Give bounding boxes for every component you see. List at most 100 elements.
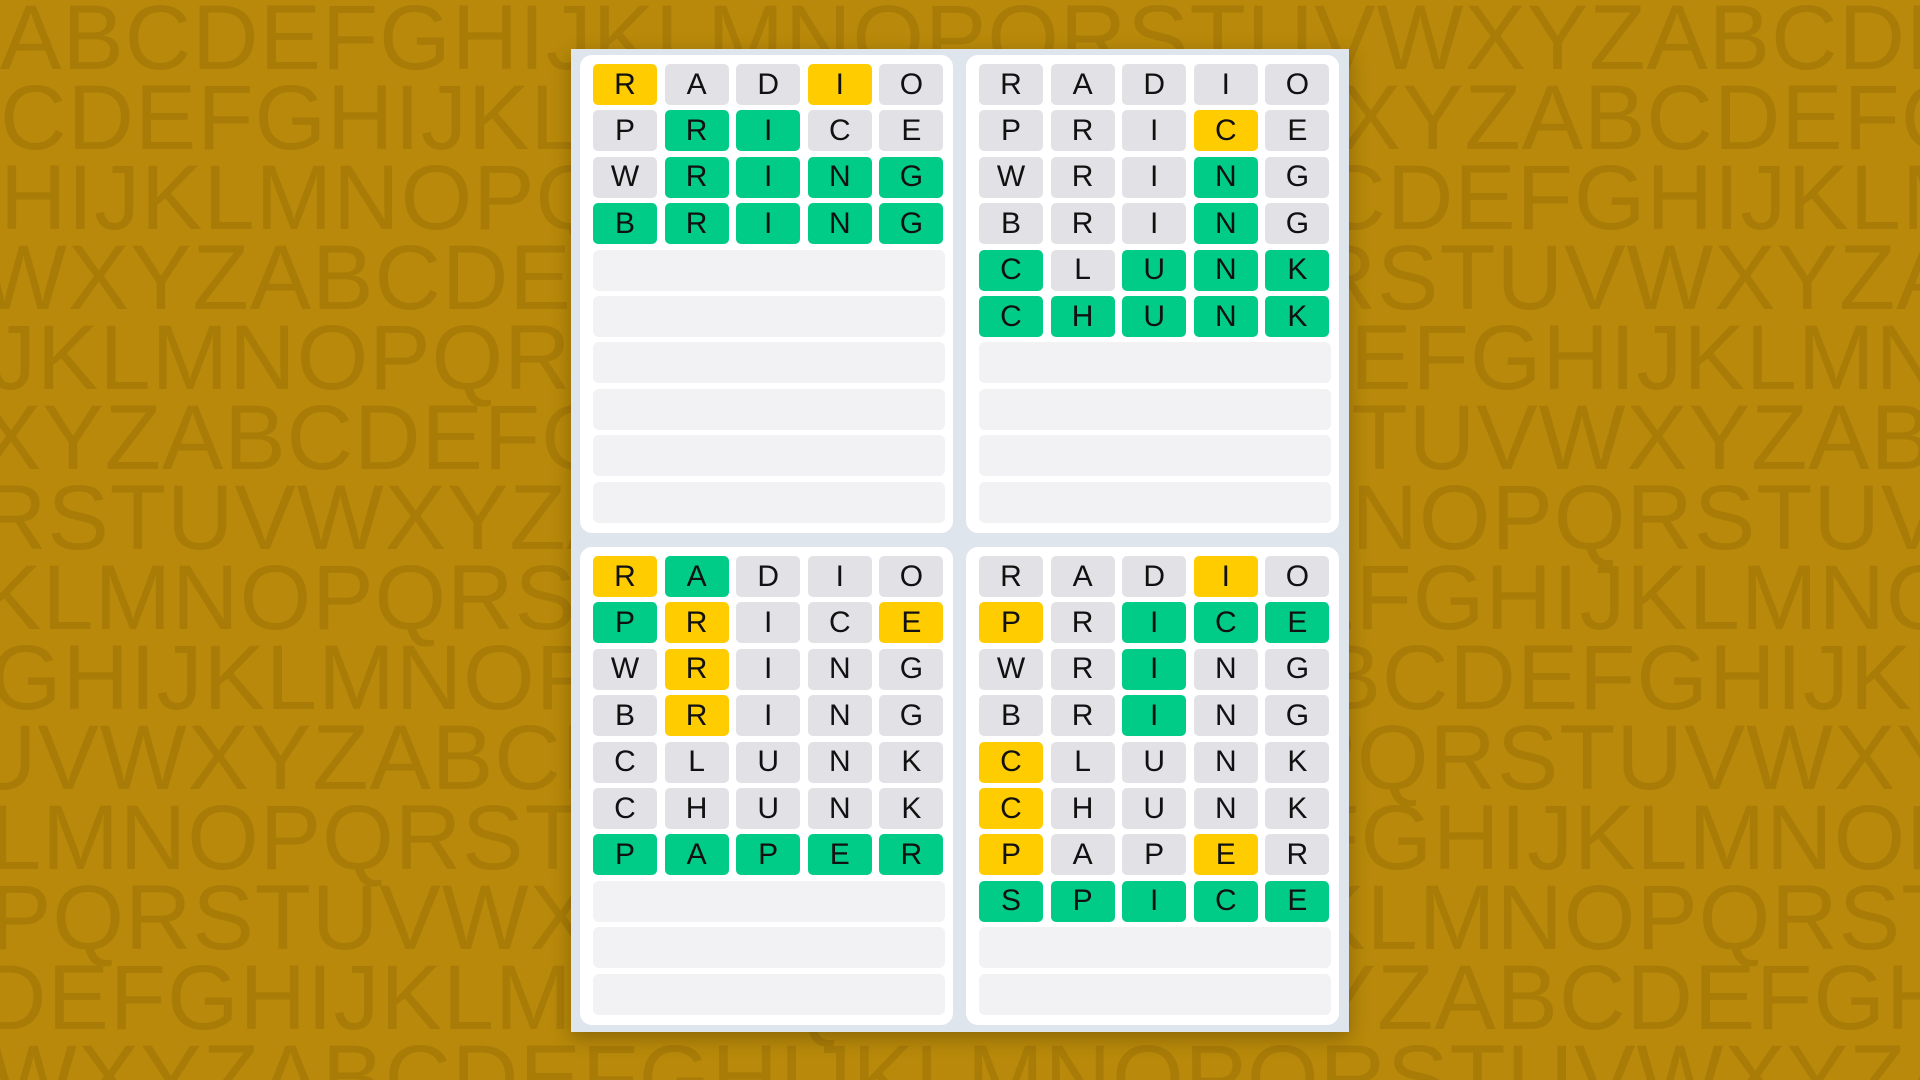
tile-absent: C (593, 741, 657, 783)
tile-absent: P (979, 110, 1043, 152)
tile-correct: U (1122, 296, 1187, 337)
tile-absent: C (807, 602, 872, 644)
tile-correct: G (879, 203, 944, 245)
tile-absent: L (1050, 741, 1115, 783)
tile-absent: R (1050, 110, 1115, 152)
tile-absent: N (1193, 788, 1258, 829)
tile-present: R (593, 64, 657, 105)
empty-row (593, 481, 945, 523)
tile-correct: R (879, 834, 944, 876)
tile-absent: O (879, 64, 944, 105)
tile-correct: N (807, 156, 872, 198)
tile-present: E (1193, 834, 1258, 876)
tile-absent: R (1050, 695, 1115, 737)
tile-present: R (664, 648, 729, 690)
tile-absent: N (807, 695, 872, 737)
tile-absent: A (1050, 64, 1115, 105)
tile-absent: R (1050, 602, 1115, 644)
tile-correct: I (1122, 695, 1187, 737)
tile-absent: C (807, 110, 872, 152)
tile-correct: I (1122, 880, 1187, 922)
tile-absent: W (593, 156, 657, 198)
tile-correct: I (1122, 602, 1187, 644)
tile-present: C (979, 741, 1043, 783)
tile-absent: L (664, 741, 729, 783)
tile-absent: B (979, 695, 1043, 737)
tile-absent: R (1050, 156, 1115, 198)
tile-absent: R (979, 64, 1043, 105)
tile-correct: P (593, 834, 657, 876)
tile-present: P (979, 834, 1043, 876)
tile-correct: N (1193, 156, 1258, 198)
tile-correct: E (807, 834, 872, 876)
tile-absent: U (736, 788, 801, 829)
tile-absent: O (879, 556, 944, 597)
tile-present: I (1193, 556, 1258, 597)
tile-absent: B (593, 695, 657, 737)
tile-present: R (664, 695, 729, 737)
tile-absent: I (736, 648, 801, 690)
empty-row (979, 388, 1331, 430)
tile-correct: K (1265, 249, 1330, 291)
tile-correct: G (879, 156, 944, 198)
empty-row (593, 249, 945, 291)
tile-absent: P (593, 110, 657, 152)
tile-absent: N (1193, 695, 1258, 737)
tile-correct: A (664, 556, 729, 597)
tile-correct: I (736, 156, 801, 198)
tile-absent: R (979, 556, 1043, 597)
tile-absent: A (1050, 834, 1115, 876)
tile-correct: C (1193, 602, 1258, 644)
tile-absent: E (1265, 110, 1330, 152)
tile-absent: I (1122, 156, 1187, 198)
tile-absent: A (1050, 556, 1115, 597)
tile-correct: E (1265, 880, 1330, 922)
tile-absent: D (736, 64, 801, 105)
tile-absent: N (807, 788, 872, 829)
tile-absent: G (1265, 648, 1330, 690)
tile-correct: B (593, 203, 657, 245)
tile-absent: G (879, 648, 944, 690)
tile-correct: K (1265, 296, 1330, 337)
tile-correct: P (736, 834, 801, 876)
tile-present: C (1193, 110, 1258, 152)
empty-row (593, 435, 945, 477)
tile-correct: I (736, 203, 801, 245)
tile-absent: I (736, 602, 801, 644)
tile-absent: K (1265, 788, 1330, 829)
tile-absent: G (1265, 695, 1330, 737)
tile-correct: S (979, 880, 1043, 922)
tile-absent: C (593, 788, 657, 829)
tile-absent: N (807, 741, 872, 783)
tile-absent: G (879, 695, 944, 737)
empty-row (979, 342, 1331, 384)
empty-row (979, 481, 1331, 523)
tile-absent: A (664, 64, 729, 105)
tile-correct: H (1050, 296, 1115, 337)
tile-present: C (979, 788, 1043, 829)
tile-absent: G (1265, 156, 1330, 198)
tile-absent: H (664, 788, 729, 829)
tile-present: R (593, 556, 657, 597)
tile-absent: U (736, 741, 801, 783)
